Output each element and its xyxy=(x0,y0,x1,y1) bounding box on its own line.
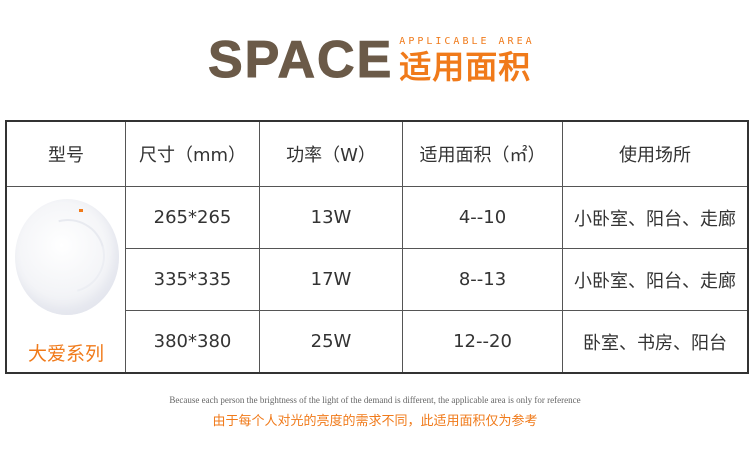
power-cell: 13W xyxy=(259,186,403,249)
place-cell: 小卧室、阳台、走廊 xyxy=(562,248,749,311)
model-name: 大爱系列 xyxy=(27,343,104,365)
note-en: Because each person the brightness of th… xyxy=(169,395,581,405)
col-model: 型号 xyxy=(5,120,126,187)
place-cell: 小卧室、阳台、走廊 xyxy=(562,186,749,249)
col-place: 使用场所 xyxy=(562,120,749,187)
place-cell: 卧室、书房、阳台 xyxy=(562,310,749,374)
col-size: 尺寸（mm） xyxy=(125,120,260,187)
col-area: 适用面积（㎡） xyxy=(402,120,563,187)
size-cell: 380*380 xyxy=(125,310,260,374)
model-cell: 大爱系列 xyxy=(5,186,126,374)
table-row: 335*335 17W 8--13 小卧室、阳台、走廊 xyxy=(6,248,749,311)
table-header-row: 型号 尺寸（mm） 功率（W） 适用面积（㎡） 使用场所 xyxy=(5,120,749,187)
area-cell: 4--10 xyxy=(402,186,563,249)
table-row: 380*380 25W 12--20 卧室、书房、阳台 xyxy=(6,310,749,374)
ceiling-lamp-image xyxy=(15,199,119,315)
table-row: 大爱系列 265*265 13W 4--10 小卧室、阳台、走廊 xyxy=(5,186,749,374)
power-cell: 17W xyxy=(259,248,403,311)
title-cn: 适用面积 xyxy=(399,48,532,86)
power-cell: 25W xyxy=(259,310,403,374)
title-en: SPACE xyxy=(207,31,394,89)
size-cell: 335*335 xyxy=(125,248,260,311)
size-cell: 265*265 xyxy=(125,186,260,249)
subtitle-en: APPLICABLE AREA xyxy=(399,36,535,47)
page-heading: SPACE APPLICABLE AREA 适用面积 xyxy=(207,31,535,89)
col-power: 功率（W） xyxy=(259,120,403,187)
spec-table: 型号 尺寸（mm） 功率（W） 适用面积（㎡） 使用场所 大爱系列 265*26… xyxy=(5,120,749,374)
area-cell: 8--13 xyxy=(402,248,563,311)
note-cn: 由于每个人对光的亮度的需求不同，此适用面积仅为参考 xyxy=(212,414,538,429)
area-cell: 12--20 xyxy=(402,310,563,374)
